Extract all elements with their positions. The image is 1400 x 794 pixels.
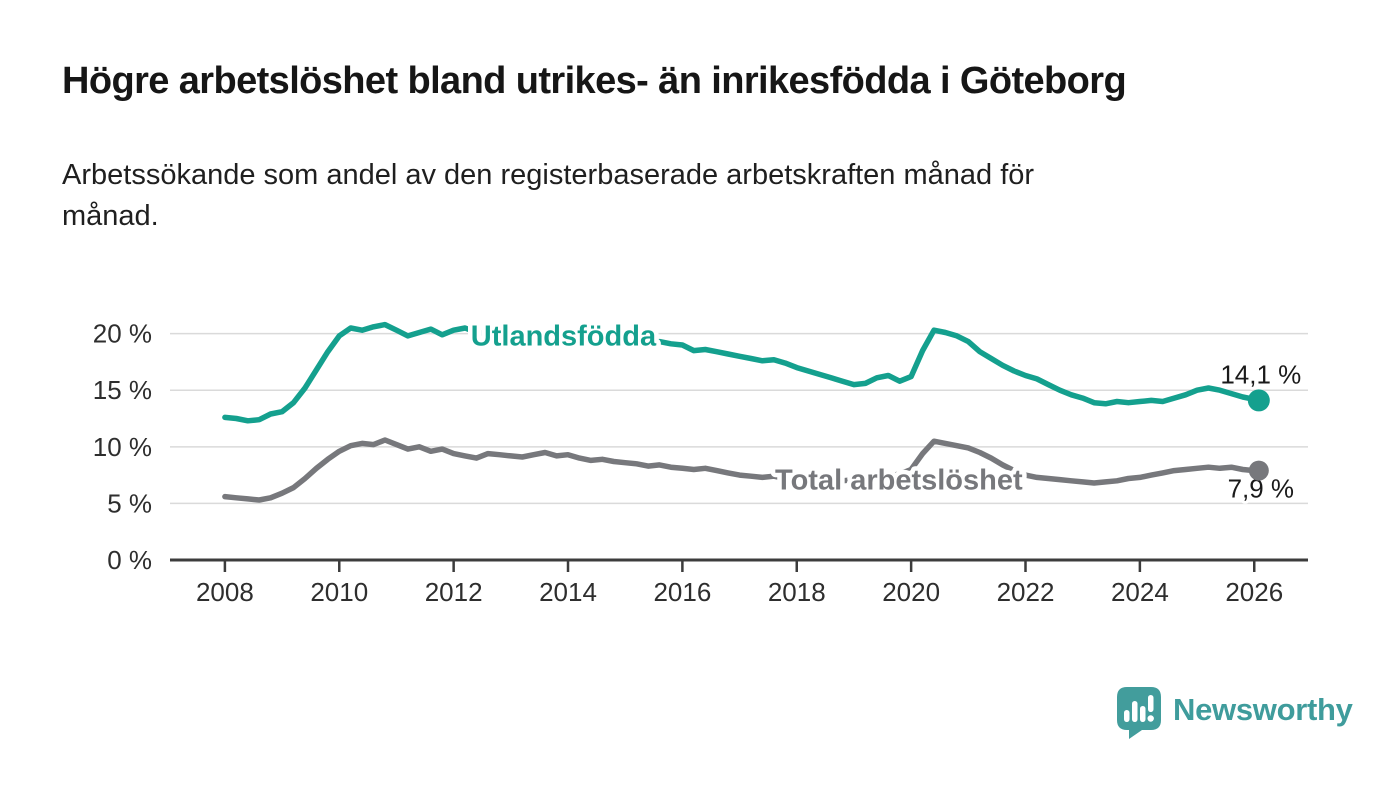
x-tick-label: 2026 xyxy=(1225,577,1283,607)
y-tick-label: 10 % xyxy=(93,432,152,462)
y-tick-label: 0 % xyxy=(107,545,152,575)
x-tick-label: 2022 xyxy=(997,577,1055,607)
end-dot-total-arbetsl-shet xyxy=(1248,460,1269,481)
end-value-label-utlandsf-dda: 14,1 % xyxy=(1220,359,1301,389)
axis-tick-labels: 2008 2010 2012 2014 2016 2018 2020 2022 2024 2026… xyxy=(93,319,1283,607)
x-tick-label: 2010 xyxy=(310,577,368,607)
y-tick-label: 20 % xyxy=(93,319,152,349)
x-tick-label: 2020 xyxy=(882,577,940,607)
series-label-utlandsf-dda: Utlandsfödda xyxy=(471,321,657,353)
chart-subtitle-line-1: Arbetssökande som andel av den registerb… xyxy=(62,159,1035,191)
brand-footer: Newsworthy xyxy=(1116,686,1353,740)
chart-subtitle: Arbetssökande som andel av den registerb… xyxy=(62,155,1034,237)
page-title: Högre arbetslöshet bland utrikes- än inr… xyxy=(62,60,1127,102)
x-axis xyxy=(170,558,1308,572)
series-line-total-arbetsl-shet xyxy=(222,437,1262,503)
series-label-total-arbetsl-shet: Total arbetslöshet xyxy=(775,464,1023,496)
chart-subtitle-line-2: månad. xyxy=(62,200,159,233)
end-dot-utlandsf-dda xyxy=(1247,389,1270,412)
brand-name: Newsworthy xyxy=(1173,692,1353,727)
series-lines xyxy=(222,321,1262,503)
gridlines xyxy=(170,332,1308,505)
x-tick-label: 2016 xyxy=(653,577,711,607)
y-tick-label: 15 % xyxy=(93,375,152,405)
x-tick-label: 2024 xyxy=(1111,577,1169,607)
y-tick-label: 5 % xyxy=(107,488,152,518)
x-tick-label: 2008 xyxy=(196,577,254,607)
x-tick-label: 2018 xyxy=(768,577,826,607)
series-line-utlandsf-dda xyxy=(222,321,1262,424)
newsworthy-logo-icon xyxy=(1117,687,1161,739)
x-tick-label: 2012 xyxy=(425,577,483,607)
x-tick-label: 2014 xyxy=(539,577,597,607)
